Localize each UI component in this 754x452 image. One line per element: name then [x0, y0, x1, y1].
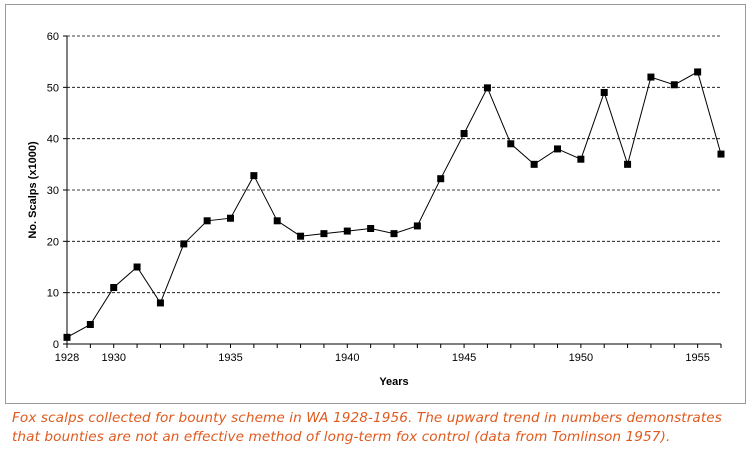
data-point-1953 — [647, 73, 655, 81]
data-point-1939 — [320, 230, 328, 238]
data-point-1930 — [110, 284, 118, 292]
data-point-1944 — [437, 175, 445, 183]
data-point-1936 — [250, 172, 258, 180]
data-point-1945 — [460, 130, 468, 138]
data-point-1951 — [600, 88, 608, 96]
data-point-1933 — [180, 240, 188, 248]
data-point-1949 — [554, 145, 561, 153]
data-point-1950 — [577, 155, 585, 163]
data-point-1932 — [156, 299, 164, 307]
y-tick-label-0: 0 — [53, 339, 59, 351]
data-point-1929 — [86, 320, 94, 328]
x-tick-label-1935: 1935 — [218, 352, 242, 364]
x-tick-label-1940: 1940 — [335, 352, 359, 364]
x-tick-label-1945: 1945 — [452, 352, 476, 364]
data-point-1952 — [624, 160, 632, 168]
chart-frame: 0 10 20 30 40 50 60 1928 1930 1935 1940 1945 1950 195… — [5, 4, 746, 404]
data-point-1928 — [63, 333, 71, 341]
data-point-1931 — [133, 263, 141, 271]
data-point-1934 — [203, 217, 211, 225]
y-tick-label-40: 40 — [47, 134, 59, 146]
x-tick-label-1950: 1950 — [569, 352, 593, 364]
data-point-1956 — [717, 150, 725, 158]
data-point-1941 — [367, 225, 375, 232]
data-point-1940 — [343, 227, 351, 235]
data-point-1943 — [413, 222, 421, 230]
x-tick-label-1930: 1930 — [101, 352, 125, 364]
y-tick-label-20: 20 — [47, 236, 59, 248]
x-axis-title: Years — [379, 376, 408, 388]
y-tick-label-50: 50 — [47, 82, 59, 94]
y-tick-label-60: 60 — [47, 31, 59, 43]
data-point-1948 — [530, 160, 538, 168]
data-point-1955 — [694, 68, 702, 76]
data-point-1947 — [507, 140, 515, 148]
x-tick-label-1955: 1955 — [685, 352, 709, 364]
data-point-1938 — [297, 232, 305, 240]
y-tick-label-30: 30 — [47, 185, 59, 197]
x-tick-label-1928: 1928 — [55, 352, 79, 364]
series-line — [66, 71, 722, 338]
data-point-1937 — [273, 217, 281, 225]
caption-line-2: that bounties are not an effective metho… — [12, 429, 671, 445]
chart-svg: 0 10 20 30 40 50 60 1928 1930 1935 1940 1945 1950 195… — [27, 31, 725, 388]
data-point-1942 — [390, 230, 398, 238]
caption-line-1: Fox scalps collected for bounty scheme i… — [12, 410, 722, 426]
y-axis-title: No. Scalps (x1000) — [27, 141, 39, 239]
data-point-1946 — [483, 84, 491, 92]
data-point-1954 — [670, 81, 678, 89]
y-tick-label-10: 10 — [47, 288, 59, 300]
data-point-1935 — [227, 214, 234, 222]
figure-caption: Fox scalps collected for bounty scheme i… — [12, 409, 748, 447]
